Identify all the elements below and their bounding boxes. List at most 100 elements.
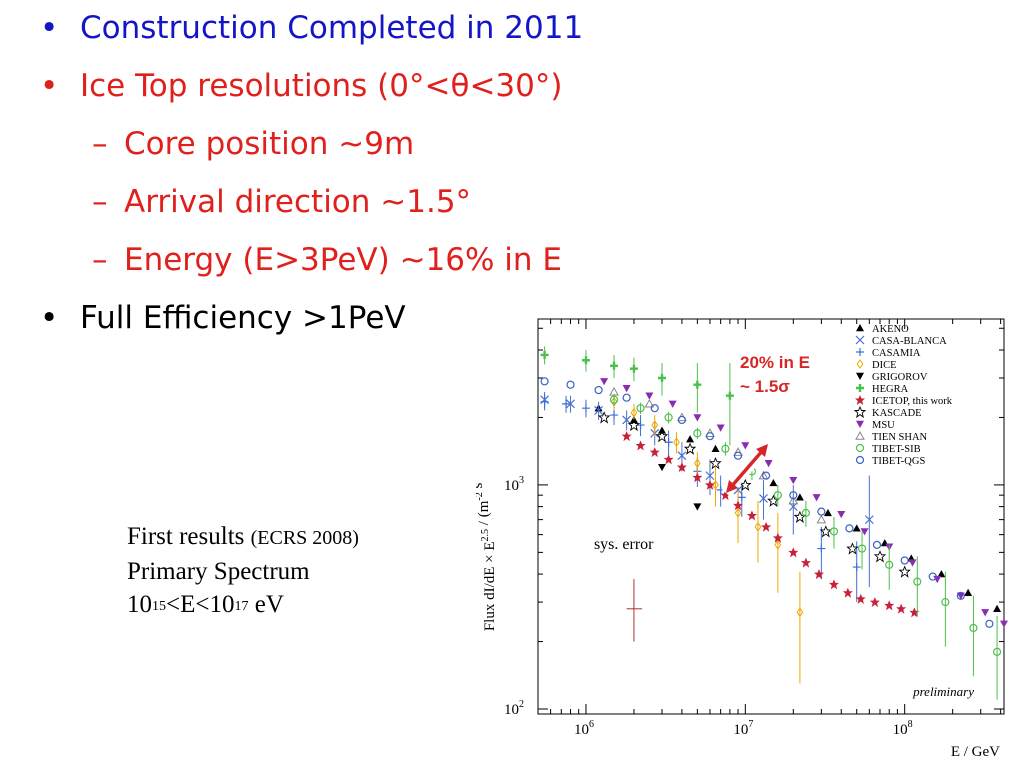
point-casamia [817, 544, 826, 553]
point-msu [860, 528, 869, 536]
legend-label: GRIGOROV [872, 372, 928, 383]
point-kascade [846, 542, 859, 555]
point-hegra [610, 361, 619, 370]
point-kascade [873, 550, 887, 563]
caption-mid: <E<10 [166, 591, 235, 618]
y-tick-label: 103 [504, 475, 524, 494]
bullet-dash: – [92, 242, 108, 278]
point-icetop-this-work [884, 600, 895, 611]
x-tick-label: 107 [733, 719, 753, 738]
point-msu [1000, 620, 1008, 628]
point-dice [651, 420, 659, 430]
point-tibet-qgs [845, 524, 854, 533]
bullet-text: Ice Top resolutions (0°<θ<30°) [80, 68, 563, 104]
point-tibet-qgs [789, 491, 798, 500]
point-icetop-this-work [788, 547, 799, 558]
point-tibet-qgs [566, 380, 575, 389]
caption-first-results: First results [127, 523, 245, 550]
point-akeno [795, 493, 804, 501]
bullet-dash: – [92, 126, 108, 162]
point-icetop-this-work [869, 597, 880, 608]
point-hegra [540, 350, 549, 359]
point-casamia [562, 399, 571, 408]
point-icetop-this-work [649, 447, 660, 458]
point-tibet-sib [969, 623, 978, 633]
point-msu [716, 424, 725, 432]
y-tick-label: 102 [504, 699, 524, 718]
x-axis-label: E / GeV [951, 744, 1000, 760]
bullet-icetop-resolutions: • Ice Top resolutions (0°<θ<30°) [40, 66, 562, 106]
legend-marker [853, 405, 867, 419]
point-msu [956, 592, 965, 600]
bullet-construction: • Construction Completed in 2011 [40, 8, 583, 48]
point-msu [622, 385, 631, 393]
legend-label: TIEN SHAN [872, 432, 928, 443]
caption-line-1: First results (ECRS 2008) [127, 520, 359, 555]
point-icetop-this-work [828, 579, 839, 590]
bullet-text: Arrival direction ~1.5° [124, 184, 472, 220]
resolution-annotation-line-2: ~ 1.5σ [740, 377, 790, 396]
y-axis-label: Flux dI/dE × E2.5 / (m-2 s-1 sr-1 GeV1.5… [476, 402, 498, 631]
legend-marker [855, 443, 865, 453]
point-casamia [737, 493, 746, 502]
point-icetop-this-work [761, 521, 772, 532]
point-msu [668, 400, 677, 408]
point-casa-blanca [705, 471, 715, 481]
resolution-arrow-head [726, 480, 738, 493]
x-tick-label: 108 [893, 719, 913, 738]
legend-marker [856, 372, 864, 380]
caption-base-1: 10 [127, 591, 152, 618]
point-msu [933, 575, 942, 584]
bullet-text: Construction Completed in 2011 [80, 10, 584, 46]
point-casamia [610, 411, 619, 420]
point-tibet-sib [941, 597, 950, 607]
point-casa-blanca [566, 399, 575, 409]
plot-frame [537, 318, 1005, 715]
caption-exp-2: 17 [234, 599, 249, 614]
point-tien-shan [816, 514, 827, 524]
point-tibet-qgs [900, 556, 909, 565]
point-kascade [709, 457, 722, 470]
point-grigorov [693, 503, 702, 511]
point-dice [796, 607, 804, 618]
point-msu [645, 392, 654, 400]
point-dice [693, 458, 701, 469]
legend-marker [856, 359, 864, 369]
point-casa-blanca [622, 415, 632, 425]
point-tibet-sib [721, 444, 730, 453]
point-icetop-this-work [692, 472, 703, 483]
point-tien-shan [758, 470, 769, 480]
point-tibet-sib [693, 429, 702, 438]
caption-conference: (ECRS 2008) [250, 527, 359, 549]
point-hegra [658, 373, 667, 382]
bullet-full-efficiency: • Full Efficiency >1PeV [40, 298, 406, 338]
legend-label: HEGRA [872, 384, 909, 395]
point-msu [693, 414, 702, 422]
point-dice [673, 437, 680, 448]
caption-exp-1: 15 [152, 599, 166, 614]
point-akeno [993, 604, 1002, 613]
point-grigorov [658, 463, 667, 472]
point-dice [630, 407, 638, 418]
point-tibet-qgs [817, 507, 826, 516]
point-tibet-qgs [733, 451, 743, 460]
x-tick-label: 106 [574, 719, 594, 738]
point-casamia [540, 397, 549, 406]
point-icetop-this-work [676, 462, 687, 473]
point-icetop-this-work [720, 490, 731, 501]
point-icetop-this-work [733, 500, 744, 511]
resolution-arrow [729, 448, 765, 489]
bullet-text: Core position ~9m [124, 126, 415, 162]
point-akeno [852, 524, 861, 532]
legend-marker [855, 335, 865, 345]
point-icetop-this-work [621, 431, 632, 442]
point-casamia [852, 563, 861, 572]
legend-label: TIBET-SIB [872, 444, 921, 455]
point-msu [981, 609, 990, 617]
point-hegra [693, 380, 702, 389]
point-icetop-this-work [704, 479, 715, 490]
figure-caption: First results (ECRS 2008) Primary Spectr… [127, 520, 359, 621]
legend-label: AKENO [872, 324, 909, 335]
point-tien-shan [788, 495, 799, 505]
bullet-dot: • [40, 68, 59, 104]
